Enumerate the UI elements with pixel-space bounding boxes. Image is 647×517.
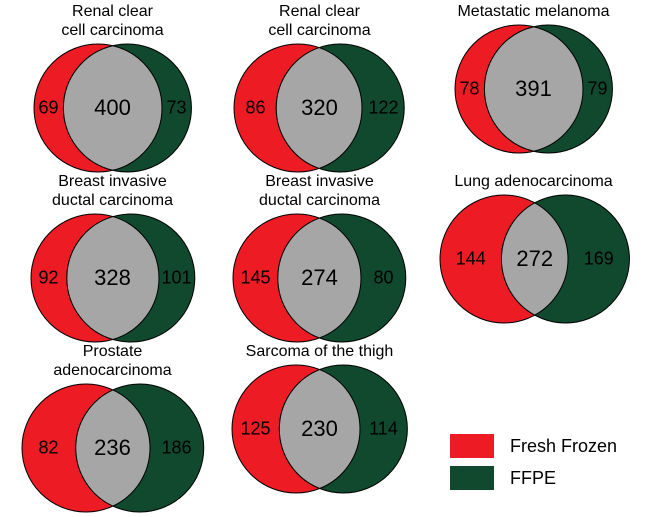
legend-label: FFPE	[510, 468, 556, 489]
venn-left-count: 144	[456, 249, 486, 270]
venn-right-count: 114	[369, 419, 398, 440]
venn-right-count: 186	[161, 438, 191, 459]
venn-left-count: 86	[245, 98, 265, 119]
venn-cell-renal1: Renal clear cell carcinoma 69 73 400	[15, 2, 210, 174]
venn-title: Lung adenocarcinoma	[436, 172, 631, 191]
venn-right-count: 73	[166, 98, 186, 119]
venn-cell-lung: Lung adenocarcinoma 144 169 272	[436, 172, 631, 325]
legend-item: Fresh Frozen	[450, 434, 617, 458]
venn-diagram: 86 122 320	[230, 42, 408, 174]
legend-swatch	[450, 466, 494, 490]
venn-right-count: 80	[373, 268, 393, 289]
venn-cell-prostate: Prostate adenocarcinoma 82 186 236	[15, 342, 210, 514]
venn-cell-melanoma: Metastatic melanoma 78 79 391	[436, 2, 631, 155]
venn-right-count: 79	[587, 79, 607, 100]
venn-left-count: 78	[459, 79, 479, 100]
venn-diagram: 78 79 391	[451, 23, 616, 155]
venn-title: Prostate adenocarcinoma	[15, 342, 210, 380]
venn-left-count: 92	[38, 268, 58, 289]
venn-cell-breast1: Breast invasive ductal carcinoma 92 101 32…	[15, 172, 210, 344]
legend: Fresh Frozen FFPE	[450, 434, 617, 498]
venn-title: Sarcoma of the thigh	[222, 342, 417, 361]
venn-diagram: 69 73 400	[30, 42, 195, 174]
venn-overlap-count: 274	[301, 265, 338, 291]
venn-right-count: 122	[368, 98, 398, 119]
venn-title: Breast invasive ductal carcinoma	[15, 172, 210, 210]
venn-diagram: 144 169 272	[436, 193, 633, 325]
venn-diagram: 145 80 274	[229, 212, 410, 344]
venn-left-count: 145	[240, 268, 270, 289]
venn-title: Renal clear cell carcinoma	[15, 2, 210, 40]
venn-diagram: 125 114 230	[228, 363, 411, 495]
legend-swatch	[450, 434, 494, 458]
venn-overlap-count: 400	[94, 95, 131, 121]
venn-left-count: 82	[38, 438, 58, 459]
venn-grid-figure: Renal clear cell carcinoma 6973400Renal …	[0, 0, 647, 517]
venn-title: Renal clear cell carcinoma	[222, 2, 417, 40]
venn-title: Metastatic melanoma	[436, 2, 631, 21]
venn-right-count: 101	[161, 268, 191, 289]
venn-left-count: 125	[240, 419, 270, 440]
venn-cell-breast2: Breast invasive ductal carcinoma 145 80 27…	[222, 172, 417, 344]
venn-overlap-count: 328	[94, 265, 131, 291]
venn-overlap-count: 230	[301, 416, 338, 442]
venn-right-count: 169	[584, 249, 614, 270]
venn-diagram: 82 186 236	[18, 382, 208, 514]
legend-label: Fresh Frozen	[510, 436, 617, 457]
venn-cell-renal2: Renal clear cell carcinoma 86 122 320	[222, 2, 417, 174]
venn-cell-sarcoma: Sarcoma of the thigh 125 114 230	[222, 342, 417, 495]
venn-overlap-count: 236	[94, 435, 131, 461]
venn-title: Breast invasive ductal carcinoma	[222, 172, 417, 210]
venn-overlap-count: 320	[301, 95, 338, 121]
venn-overlap-count: 272	[516, 246, 553, 272]
legend-item: FFPE	[450, 466, 617, 490]
venn-diagram: 92 101 328	[27, 212, 199, 344]
venn-overlap-count: 391	[515, 76, 552, 102]
venn-left-count: 69	[38, 98, 58, 119]
